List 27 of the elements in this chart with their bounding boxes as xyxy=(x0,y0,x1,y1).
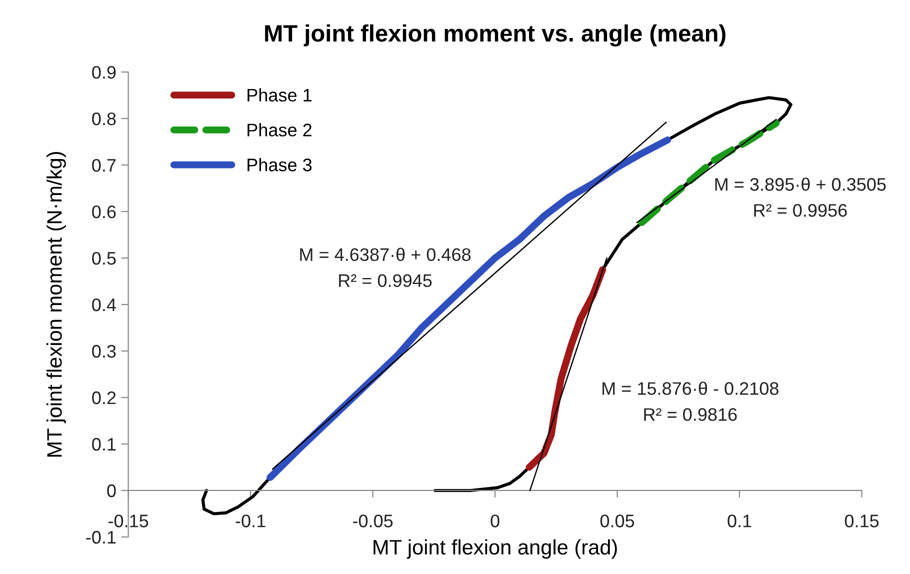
annotation: M = 15.876·θ - 0.2108 R² = 0.9816 xyxy=(602,382,778,421)
x-tick-label: 0.1 xyxy=(728,514,752,528)
y-tick-label: 0.4 xyxy=(92,298,116,312)
annotation: M = 4.6387·θ + 0.468 R² = 0.9945 xyxy=(300,248,471,288)
y-tick-label: 0.6 xyxy=(92,205,116,218)
legend-label: Phase 2 xyxy=(248,123,312,136)
legend-label: Phase 3 xyxy=(248,158,312,172)
y-tick-label: 0.3 xyxy=(92,344,116,358)
annotation: M = 3.895·θ + 0.3505 R² = 0.9956 xyxy=(715,178,886,217)
y-axis-title: MT joint flexion moment (N·m/kg) xyxy=(46,152,66,457)
x-tick-label: -0.15 xyxy=(108,514,148,528)
y-tick-label: 0.9 xyxy=(92,66,116,79)
legend-label: Phase 1 xyxy=(248,88,312,102)
x-tick-label: 0 xyxy=(490,514,500,528)
x-tick-label: -0.05 xyxy=(353,514,393,528)
y-tick-label: 0.8 xyxy=(92,112,116,126)
y-tick-label: 0 xyxy=(107,484,116,498)
y-tick-label: 0.7 xyxy=(92,158,116,172)
y-tick-label: 0.2 xyxy=(92,391,116,404)
y-tick-label: 0.5 xyxy=(92,252,116,265)
x-tick-label: 0.05 xyxy=(600,514,634,528)
y-tick-label: -0.1 xyxy=(86,530,116,544)
y-tick-label: 0.1 xyxy=(92,438,116,451)
chart-title: MT joint flexion moment vs. angle (mean) xyxy=(265,24,726,46)
x-tick-label: -0.1 xyxy=(236,514,266,528)
x-tick-label: 0.15 xyxy=(844,514,879,528)
x-axis-title: MT joint flexion angle (rad) xyxy=(374,539,617,559)
